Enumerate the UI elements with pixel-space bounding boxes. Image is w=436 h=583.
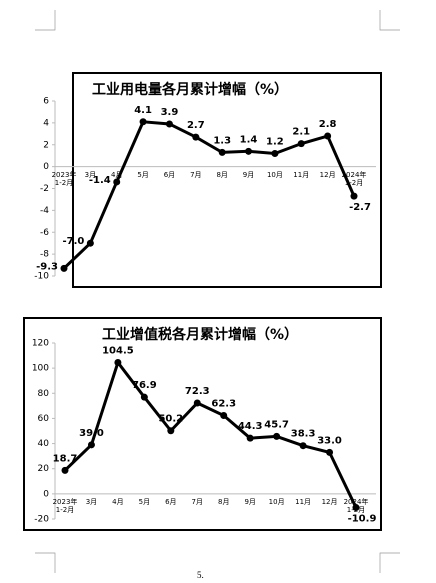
- point: [246, 434, 254, 442]
- data-label: 44.3: [238, 421, 263, 432]
- data-label: 76.9: [132, 380, 157, 391]
- point: [61, 466, 69, 474]
- x-tick-label: 6月: [163, 170, 176, 179]
- point: [140, 393, 148, 401]
- point: [245, 147, 253, 155]
- data-label: -1.4: [89, 175, 111, 186]
- x-tick-label: 12月: [319, 170, 336, 179]
- y-tick-label: -4: [40, 206, 49, 216]
- data-label: 1.4: [240, 134, 258, 145]
- point: [114, 358, 122, 366]
- x-tick-label: 3月: [84, 170, 97, 179]
- x-tick-label: 3月: [85, 497, 98, 506]
- chart-title: 工业增值税各月累计增幅（%）: [102, 326, 298, 343]
- data-label: 2.8: [319, 119, 337, 130]
- x-tick-label: 10月: [268, 497, 285, 506]
- point: [352, 504, 360, 512]
- point: [192, 133, 200, 141]
- y-tick-label: 120: [32, 339, 49, 349]
- point: [271, 150, 279, 157]
- point: [113, 178, 121, 186]
- data-label: 50.2: [158, 414, 183, 425]
- x-tick-label: 7月: [191, 497, 203, 506]
- data-label: 1.2: [266, 137, 284, 148]
- x-tick-label: 10月: [266, 170, 283, 179]
- point: [273, 432, 281, 440]
- y-tick-label: 40: [38, 439, 50, 449]
- point: [139, 118, 147, 126]
- y-tick-label: -8: [40, 250, 49, 260]
- crop-marks: [35, 10, 400, 573]
- x-tick-label: 4月: [112, 497, 124, 506]
- x-tick-label: 11月: [295, 497, 312, 506]
- x-tick-label: 9月: [242, 170, 255, 179]
- data-label: 38.3: [291, 429, 316, 440]
- x-tick-label: 4月: [110, 170, 123, 179]
- data-label: 104.5: [102, 345, 134, 356]
- data-label: 18.7: [53, 453, 78, 464]
- y-tick-label: 2: [43, 140, 49, 150]
- y-tick-label: 100: [32, 364, 49, 374]
- point: [324, 132, 332, 140]
- point: [297, 140, 305, 148]
- x-tick-label: 2024年 1-2月: [343, 497, 369, 514]
- x-tick-label: 12月: [321, 497, 338, 506]
- chart-title: 工业用电量各月累计增幅（%）: [92, 81, 288, 98]
- x-tick-label: 5月: [137, 170, 149, 179]
- y-tick-label: 80: [38, 389, 50, 399]
- x-tick-label: 8月: [216, 170, 228, 179]
- page-number: 5.: [197, 570, 204, 580]
- data-label: -7.0: [62, 236, 84, 247]
- point: [86, 239, 94, 247]
- line: [62, 120, 356, 270]
- data-label: 2.1: [292, 127, 310, 138]
- x-tick-label: 7月: [190, 170, 202, 179]
- y-tick-label: -20: [34, 515, 49, 525]
- chart-frame: [23, 317, 382, 531]
- data-label: 2.7: [187, 120, 205, 131]
- chart-frame: [72, 72, 382, 288]
- x-tick-label: 2023年 1-2月: [51, 170, 77, 187]
- y-tick-label: 4: [43, 118, 49, 128]
- data-label: 1.3: [213, 135, 231, 146]
- point: [60, 264, 68, 272]
- x-tick-label: 2024年 1-2月: [341, 170, 367, 187]
- x-tick-label: 9月: [244, 497, 256, 506]
- point: [299, 442, 307, 450]
- point: [165, 120, 173, 128]
- x-tick-label: 6月: [165, 497, 177, 506]
- y-tick-label: -2: [40, 184, 49, 194]
- y-tick-label: 20: [38, 464, 50, 474]
- data-label: 4.1: [134, 105, 152, 116]
- point: [193, 399, 201, 407]
- data-label: 45.7: [264, 419, 289, 430]
- y-tick-label: 0: [43, 162, 49, 172]
- y-tick-label: -10: [34, 272, 49, 282]
- point: [220, 412, 228, 420]
- data-label: -2.7: [349, 202, 371, 213]
- data-label: 72.3: [185, 386, 210, 397]
- point: [87, 441, 95, 449]
- y-tick-label: 60: [38, 414, 50, 424]
- data-label: 3.9: [161, 107, 179, 118]
- data-label: -10.9: [348, 514, 377, 525]
- y-tick-label: 0: [43, 489, 49, 499]
- data-label: 33.0: [317, 435, 342, 446]
- point: [326, 448, 334, 456]
- x-tick-label: 8月: [217, 497, 230, 506]
- data-label: 62.3: [211, 399, 236, 410]
- y-tick-label: -6: [40, 228, 49, 238]
- point: [218, 148, 226, 156]
- data-label: 39.0: [79, 428, 104, 439]
- x-tick-label: 2023年 1-2月: [52, 497, 78, 514]
- x-tick-label: 5月: [138, 497, 151, 506]
- point: [350, 192, 358, 200]
- data-label: -9.3: [36, 261, 58, 272]
- point: [167, 427, 175, 435]
- y-tick-label: 6: [43, 97, 49, 107]
- line: [63, 359, 358, 509]
- x-tick-label: 11月: [293, 170, 310, 179]
